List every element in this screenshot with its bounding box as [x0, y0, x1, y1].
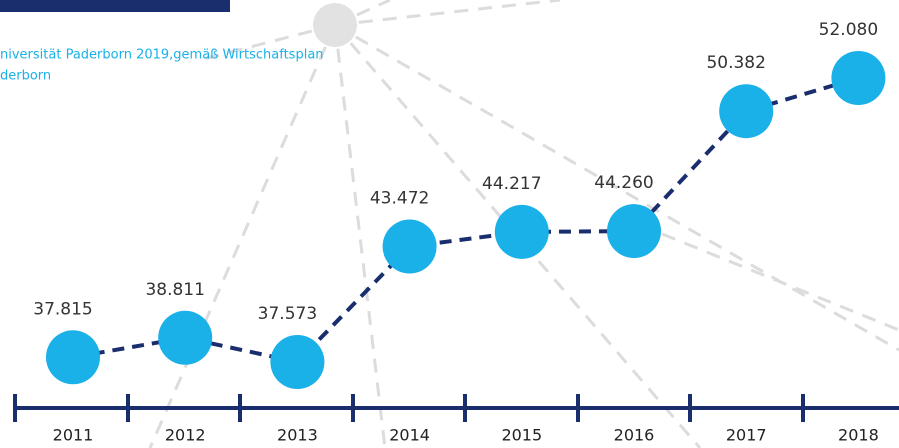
- x-tick-label: 2014: [389, 426, 430, 445]
- subtitle: niversität Paderborn 2019,gemäß Wirtscha…: [0, 48, 324, 63]
- x-tick-label: 2012: [165, 426, 206, 445]
- value-label: 52.080: [819, 20, 878, 40]
- x-tick-label: 2016: [614, 426, 655, 445]
- value-label: 38.811: [145, 280, 204, 300]
- subtitle: derborn: [0, 69, 51, 84]
- x-tick-label: 2018: [838, 426, 879, 445]
- data-point: [158, 310, 213, 365]
- x-tick-label: 2017: [726, 426, 767, 445]
- value-label: 37.573: [258, 304, 317, 324]
- value-label: 44.217: [482, 174, 541, 194]
- data-point: [831, 51, 886, 105]
- x-tick-label: 2013: [277, 426, 318, 445]
- value-label: 50.382: [706, 53, 765, 73]
- title-box: [0, 0, 230, 12]
- value-label: 43.472: [370, 189, 429, 209]
- data-point: [46, 330, 100, 385]
- x-axis: [13, 394, 899, 422]
- data-point: [382, 219, 437, 274]
- x-tick-label: 2011: [53, 426, 94, 445]
- data-point: [607, 204, 661, 259]
- data-point: [494, 204, 549, 259]
- background-decoration: [148, 0, 899, 448]
- data-line: [72, 76, 859, 365]
- data-point: [270, 335, 325, 389]
- value-label: 44.260: [594, 173, 653, 193]
- data-point: [719, 84, 774, 139]
- x-tick-label: 2015: [501, 426, 542, 445]
- value-label: 37.815: [33, 299, 92, 319]
